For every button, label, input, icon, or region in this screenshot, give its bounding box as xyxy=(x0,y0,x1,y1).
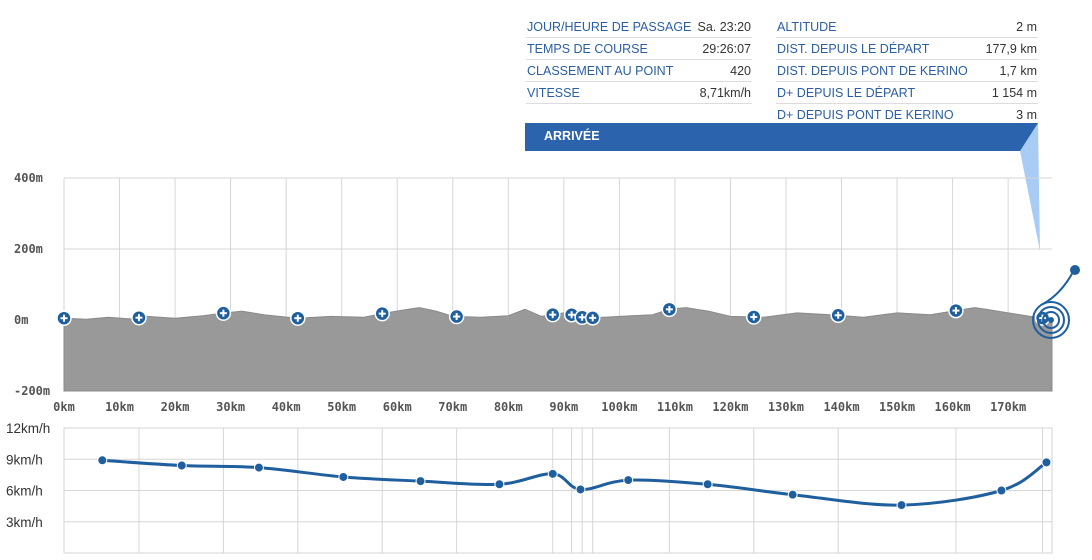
x-tick-label: 30km xyxy=(216,400,245,414)
speed-point[interactable] xyxy=(547,468,558,479)
passage-info-right: ALTITUDE 2 m DIST. DEPUIS LE DÉPART 177,9 k… xyxy=(776,16,1038,126)
waypoint-marker[interactable] xyxy=(374,305,390,322)
waypoint-marker[interactable] xyxy=(56,310,72,326)
info-label: D+ DEPUIS PONT DE KERINO xyxy=(777,107,954,122)
info-row: D+ DEPUIS LE DÉPART 1 154 m xyxy=(776,82,1038,104)
info-row: DIST. DEPUIS PONT DE KERINO 1,7 km xyxy=(776,60,1038,82)
finish-ring xyxy=(1037,306,1065,334)
info-row: ALTITUDE 2 m xyxy=(776,16,1038,38)
x-tick-label: 50km xyxy=(327,400,356,414)
checkpoint-banner[interactable]: ARRIVÉE xyxy=(525,123,1038,151)
info-row: VITESSE 8,71km/h xyxy=(526,82,752,104)
x-tick-label: 140km xyxy=(823,400,859,414)
checkpoint-pointer xyxy=(1020,123,1040,251)
info-label: D+ DEPUIS LE DÉPART xyxy=(777,85,916,100)
x-tick-label: 100km xyxy=(601,400,637,414)
info-value: Sa. 23:20 xyxy=(697,19,751,34)
speed-point[interactable] xyxy=(97,455,108,466)
waypoint-marker[interactable] xyxy=(830,307,846,324)
info-value: 1 154 m xyxy=(991,85,1037,100)
x-tick-label: 70km xyxy=(438,400,467,414)
speed-point[interactable] xyxy=(787,489,798,500)
info-row: TEMPS DE COURSE 29:26:07 xyxy=(526,38,752,60)
speed-point[interactable] xyxy=(996,485,1007,496)
x-tick-label: 20km xyxy=(161,400,190,414)
finish-icon[interactable] xyxy=(1032,265,1080,339)
info-row: CLASSEMENT AU POINT 420 xyxy=(526,60,752,82)
y-tick-label: 6km/h xyxy=(6,484,43,499)
speed-point[interactable] xyxy=(176,460,187,471)
x-tick-label: 130km xyxy=(768,400,804,414)
waypoint-marker[interactable] xyxy=(948,302,964,319)
speed-line xyxy=(102,458,1048,507)
y-tick-label: 3km/h xyxy=(6,515,43,530)
speed-point[interactable] xyxy=(623,475,634,486)
checkpoint-name: ARRIVÉE xyxy=(544,129,600,143)
x-tick-label: 160km xyxy=(935,400,971,414)
y-tick-label: -200m xyxy=(14,384,50,398)
finish-ring xyxy=(1032,301,1070,339)
y-tick-label: 12km/h xyxy=(6,421,50,436)
waypoint-marker[interactable] xyxy=(290,310,306,326)
finish-center xyxy=(1048,317,1054,323)
speed-point[interactable] xyxy=(702,479,713,490)
speed-point[interactable] xyxy=(575,484,586,495)
x-tick-label: 80km xyxy=(494,400,523,414)
info-value: 1,7 km xyxy=(999,63,1037,78)
speed-point[interactable] xyxy=(253,462,264,473)
finish-ball xyxy=(1070,265,1080,275)
speed-point[interactable] xyxy=(415,476,426,487)
waypoint-marker[interactable] xyxy=(661,301,678,318)
x-tick-label: 0km xyxy=(53,400,75,414)
info-label: DIST. DEPUIS LE DÉPART xyxy=(777,41,930,56)
speed-point[interactable] xyxy=(896,500,907,511)
speed-point[interactable] xyxy=(494,479,505,490)
x-tick-label: 40km xyxy=(272,400,301,414)
speed-chart: 12km/h 9km/h 6km/h 3km/h xyxy=(6,421,1053,554)
info-label: CLASSEMENT AU POINT xyxy=(527,63,674,78)
x-tick-label: 120km xyxy=(712,400,748,414)
x-tick-label: 10km xyxy=(105,400,134,414)
info-label: VITESSE xyxy=(527,85,580,100)
waypoint-marker[interactable] xyxy=(746,309,762,325)
info-label: TEMPS DE COURSE xyxy=(527,41,648,56)
info-value: 8,71km/h xyxy=(699,85,751,100)
x-tick-label: 150km xyxy=(879,400,915,414)
x-tick-label: 60km xyxy=(383,400,412,414)
y-tick-label: 400m xyxy=(14,171,43,185)
info-label: JOUR/HEURE DE PASSAGE xyxy=(527,19,692,34)
y-tick-label: 9km/h xyxy=(6,452,43,467)
info-value: 177,9 km xyxy=(985,41,1037,56)
info-value: 420 xyxy=(730,63,751,78)
y-tick-label: 0m xyxy=(14,313,28,327)
speed-point[interactable] xyxy=(1041,457,1052,468)
finish-ring xyxy=(1042,311,1060,329)
passage-info-left: JOUR/HEURE DE PASSAGE Sa. 23:20 TEMPS DE C… xyxy=(526,16,752,104)
info-label: DIST. DEPUIS PONT DE KERINO xyxy=(777,63,968,78)
info-label: ALTITUDE xyxy=(777,19,837,34)
waypoint-marker[interactable] xyxy=(215,305,232,321)
finish-pole xyxy=(1042,271,1074,305)
info-row: DIST. DEPUIS LE DÉPART 177,9 km xyxy=(776,38,1038,60)
waypoint-marker[interactable] xyxy=(448,308,465,325)
y-tick-label: 200m xyxy=(14,242,43,256)
x-tick-label: 90km xyxy=(549,400,578,414)
info-value: 3 m xyxy=(1016,107,1037,122)
waypoint-marker[interactable] xyxy=(544,306,561,323)
x-tick-label: 170km xyxy=(990,400,1026,414)
elevation-area xyxy=(63,307,1053,392)
info-row: JOUR/HEURE DE PASSAGE Sa. 23:20 xyxy=(526,16,752,38)
waypoint-marker[interactable] xyxy=(131,309,147,326)
speed-point[interactable] xyxy=(338,471,349,482)
info-value: 29:26:07 xyxy=(702,41,751,56)
waypoint-marker[interactable] xyxy=(584,310,601,326)
x-tick-label: 110km xyxy=(657,400,693,414)
info-value: 2 m xyxy=(1016,19,1037,34)
